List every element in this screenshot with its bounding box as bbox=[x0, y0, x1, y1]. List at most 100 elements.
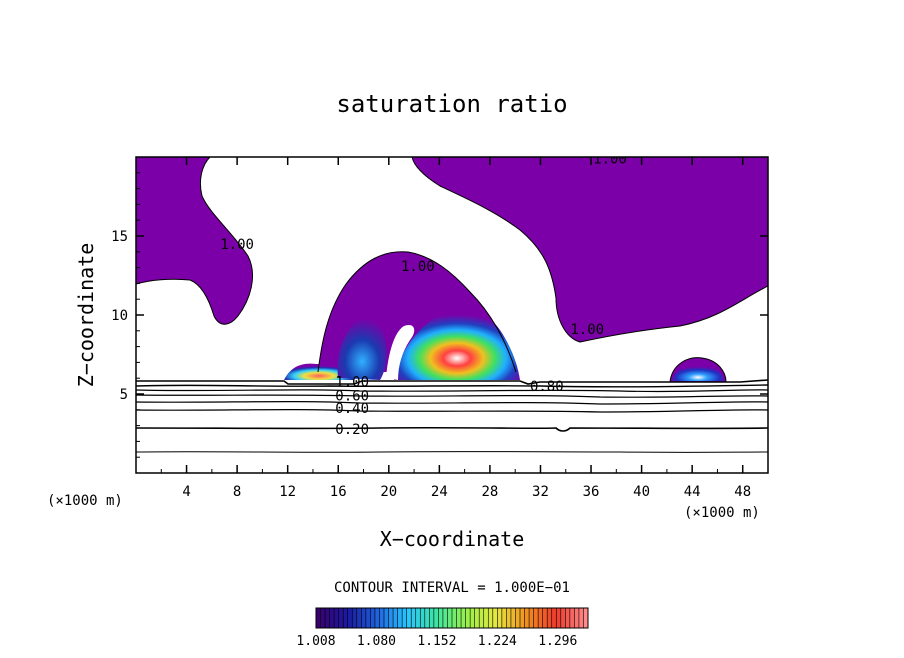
colorbar-cell bbox=[420, 608, 426, 628]
x-tick-label: 4 bbox=[182, 484, 190, 500]
colorbar-cell bbox=[470, 608, 476, 628]
colorbar-cell bbox=[384, 608, 390, 628]
colorbar bbox=[315, 607, 589, 629]
supersaturated-region-upper-right bbox=[412, 157, 768, 342]
colorbar-cell bbox=[393, 608, 399, 628]
x-axis-ticks: 4 8 12 16 20 24 28 32 36 40 44 48 bbox=[160, 157, 751, 500]
colorbar-cell bbox=[510, 608, 516, 628]
colorbar-cell bbox=[361, 608, 367, 628]
y-tick-label: 15 bbox=[111, 229, 128, 245]
colorbar-cell bbox=[551, 608, 557, 628]
colorbar-cell bbox=[442, 608, 448, 628]
colorbar-cell bbox=[542, 608, 548, 628]
x-tick-label: 20 bbox=[380, 484, 397, 500]
x-tick-label: 16 bbox=[330, 484, 347, 500]
colorbar-tick-label: 1.008 bbox=[296, 634, 335, 649]
colorbar-cell bbox=[388, 608, 394, 628]
x-tick-label: 24 bbox=[431, 484, 448, 500]
colorbar-cell bbox=[560, 608, 566, 628]
x-tick-label: 32 bbox=[532, 484, 549, 500]
plot-area: 1.00 1.00 1.00 1.00 1.00 0.80 0.600.40 0.20 bbox=[136, 152, 768, 453]
colorbar-tick-label: 1.296 bbox=[538, 634, 577, 649]
contour-label: 1.00 bbox=[593, 152, 627, 168]
colorbar-cell bbox=[501, 608, 507, 628]
colorbar-cell bbox=[447, 608, 453, 628]
colorbar-tick-label: 1.224 bbox=[478, 634, 517, 649]
supersaturated-region-upper-left bbox=[136, 157, 253, 325]
colorbar-cell bbox=[578, 608, 584, 628]
x-tick-label: 44 bbox=[684, 484, 701, 500]
colorbar-cell bbox=[574, 608, 580, 628]
colorbar-frame bbox=[315, 607, 589, 629]
x-tick-label: 40 bbox=[633, 484, 650, 500]
cloud-core-left-upper bbox=[337, 318, 387, 380]
colorbar-cell bbox=[379, 608, 385, 628]
colorbar-cell bbox=[492, 608, 498, 628]
colorbar-cell bbox=[429, 608, 435, 628]
contour-interval-caption: CONTOUR INTERVAL = 1.000E−01 bbox=[334, 580, 570, 596]
colorbar-cell bbox=[583, 608, 589, 628]
colorbar-cell bbox=[452, 608, 458, 628]
colorbar-cell bbox=[402, 608, 408, 628]
colorbar-cell bbox=[415, 608, 421, 628]
colorbar-cell bbox=[374, 608, 380, 628]
colorbar-cell bbox=[483, 608, 489, 628]
colorbar-cell bbox=[365, 608, 371, 628]
colorbar-cell bbox=[506, 608, 512, 628]
colorbar-cell bbox=[565, 608, 571, 628]
x-tick-label: 48 bbox=[734, 484, 751, 500]
x-tick-label: 28 bbox=[481, 484, 498, 500]
colorbar-cell bbox=[438, 608, 444, 628]
colorbar-cell bbox=[325, 608, 331, 628]
colorbar-tick-label: 1.080 bbox=[357, 634, 396, 649]
contour-lines-1.00 bbox=[136, 157, 768, 383]
colorbar-cell bbox=[488, 608, 494, 628]
cloud-core-center bbox=[394, 307, 520, 380]
colorbar-cell bbox=[370, 608, 376, 628]
contour-label: 0.20 bbox=[335, 422, 369, 438]
colorbar-cell bbox=[343, 608, 349, 628]
cloud-notch bbox=[386, 324, 415, 380]
contour-label: 1.00 bbox=[570, 322, 604, 338]
cloud-core-left bbox=[284, 363, 354, 380]
colorbar-cell bbox=[411, 608, 417, 628]
colorbar-cell bbox=[529, 608, 535, 628]
colorbar-ticks: 1.008 1.080 1.152 1.224 1.296 bbox=[296, 634, 577, 649]
colorbar-cell bbox=[461, 608, 467, 628]
colorbar-cell bbox=[465, 608, 471, 628]
x-unit-right: (×1000 m) bbox=[684, 505, 760, 521]
colorbar-cell bbox=[547, 608, 553, 628]
colorbar-cell bbox=[356, 608, 362, 628]
colorbar-cell bbox=[329, 608, 335, 628]
colorbar-cell bbox=[338, 608, 344, 628]
y-axis-ticks: 5 10 15 bbox=[111, 172, 768, 458]
contour-label: 1.00 bbox=[401, 259, 435, 275]
colorbar-cell bbox=[433, 608, 439, 628]
colorbar-cell bbox=[406, 608, 412, 628]
colorbar-cell bbox=[456, 608, 462, 628]
x-tick-label: 8 bbox=[233, 484, 241, 500]
colorbar-tick-label: 1.152 bbox=[417, 634, 456, 649]
y-tick-label: 10 bbox=[111, 308, 128, 324]
x-tick-label: 36 bbox=[583, 484, 600, 500]
contour-label: 1.00 bbox=[335, 374, 369, 390]
y-axis-label: Z−coordinate bbox=[74, 243, 98, 388]
contour-label: 0.60 bbox=[335, 389, 369, 405]
colorbar-cell bbox=[334, 608, 340, 628]
contour-lines-lower bbox=[136, 379, 768, 453]
colorbar-cell bbox=[352, 608, 358, 628]
colorbar-cell bbox=[320, 608, 326, 628]
colorbar-cell bbox=[524, 608, 530, 628]
chart-title: saturation ratio bbox=[336, 90, 567, 118]
colorbar-cell bbox=[474, 608, 480, 628]
x-tick-label: 12 bbox=[279, 484, 296, 500]
contour-label: 0.80 bbox=[530, 379, 564, 395]
y-tick-label: 5 bbox=[120, 387, 128, 403]
colorbar-cell bbox=[347, 608, 353, 628]
colorbar-cell bbox=[316, 608, 322, 628]
colorbar-cell bbox=[497, 608, 503, 628]
colorbar-cell bbox=[538, 608, 544, 628]
colorbar-cell bbox=[515, 608, 521, 628]
colorbar-cell bbox=[479, 608, 485, 628]
